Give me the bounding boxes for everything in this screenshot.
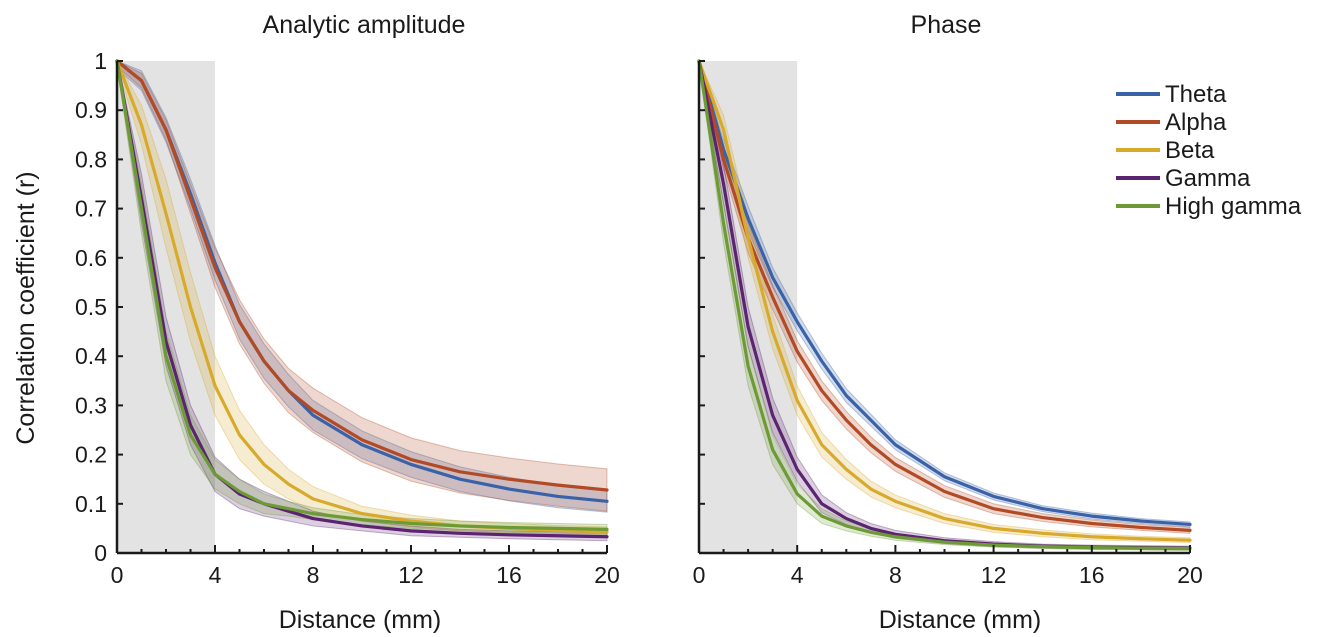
y-tick-label: 0 — [94, 540, 107, 566]
plot-area-right: 0 4 8 12 16 20 — [693, 59, 1203, 588]
plot-area-left: 0 4 8 12 16 20 0 0.1 0.2 0.3 0.4 0.5 0.6 0.7 0.8 0.9 1 — [75, 48, 620, 588]
shaded-region — [117, 61, 215, 553]
y-tick-label: 0.1 — [75, 491, 107, 517]
y-tick-label: 0.9 — [75, 97, 107, 123]
band-gamma — [116, 60, 608, 542]
series-line-high-gamma — [115, 59, 609, 531]
band-alpha — [116, 60, 608, 512]
x-tick-label: 20 — [594, 562, 620, 588]
y-tick-label: 0.3 — [75, 392, 107, 418]
series-line-alpha — [697, 59, 1192, 532]
y-tick-label: 0.5 — [75, 294, 107, 320]
panel-phase: Phase Distance (mm) 0 4 8 12 16 20 — [693, 11, 1203, 634]
y-tick-label: 0.4 — [75, 343, 107, 369]
series-lines — [115, 59, 609, 539]
band-alpha — [698, 60, 1191, 534]
legend-label-beta: Beta — [1165, 137, 1215, 164]
x-axis-label-right: Distance (mm) — [879, 606, 1042, 634]
legend-label-alpha: Alpha — [1165, 109, 1227, 136]
x-tick-label: 12 — [398, 562, 424, 588]
band-beta — [698, 60, 1191, 544]
legend: Theta Alpha Beta Gamma High gamma — [1116, 81, 1302, 220]
legend-entry-high-gamma: High gamma — [1116, 193, 1302, 220]
y-tick-label: 0.7 — [75, 196, 107, 222]
y-axis-label: Correlation coefficient (r) — [12, 171, 40, 444]
legend-entry-beta: Beta — [1116, 137, 1215, 164]
x-tick-label: 4 — [209, 562, 222, 588]
x-tick-label: 16 — [1079, 562, 1105, 588]
series-line-gamma — [115, 59, 609, 539]
x-tick-label: 8 — [889, 562, 902, 588]
confidence-bands — [116, 59, 608, 542]
x-tick-label: 8 — [307, 562, 320, 588]
panel-analytic-amplitude: Analytic amplitude Distance (mm) Correla… — [12, 11, 620, 634]
panel-title-analytic-amplitude: Analytic amplitude — [263, 11, 466, 39]
x-tick-label: 16 — [496, 562, 522, 588]
x-axis-label-left: Distance (mm) — [279, 606, 442, 634]
y-tick-label: 0.2 — [75, 442, 107, 468]
band-theta — [116, 60, 608, 513]
band-theta — [698, 60, 1191, 528]
series-line-theta — [697, 59, 1192, 527]
y-tick-label: 0.8 — [75, 146, 107, 172]
x-tick-label: 12 — [981, 562, 1007, 588]
series-line-alpha — [115, 59, 609, 492]
series-line-beta — [697, 59, 1192, 542]
y-tick-label: 0.6 — [75, 245, 107, 271]
series-lines — [697, 59, 1192, 551]
x-tick-label: 20 — [1177, 562, 1203, 588]
x-tick-label: 4 — [791, 562, 804, 588]
y-tick-label: 1 — [94, 48, 107, 74]
x-tick-label: 0 — [693, 562, 706, 588]
legend-entry-theta: Theta — [1116, 81, 1227, 108]
legend-entry-alpha: Alpha — [1116, 109, 1227, 136]
x-tick-label: 0 — [111, 562, 124, 588]
band-high-gamma — [116, 60, 608, 535]
panel-title-phase: Phase — [911, 11, 982, 39]
series-line-high-gamma — [697, 59, 1192, 551]
legend-label-high-gamma: High gamma — [1165, 193, 1302, 220]
legend-entry-gamma: Gamma — [1116, 165, 1251, 192]
legend-label-gamma: Gamma — [1165, 165, 1251, 192]
legend-label-theta: Theta — [1165, 81, 1227, 108]
